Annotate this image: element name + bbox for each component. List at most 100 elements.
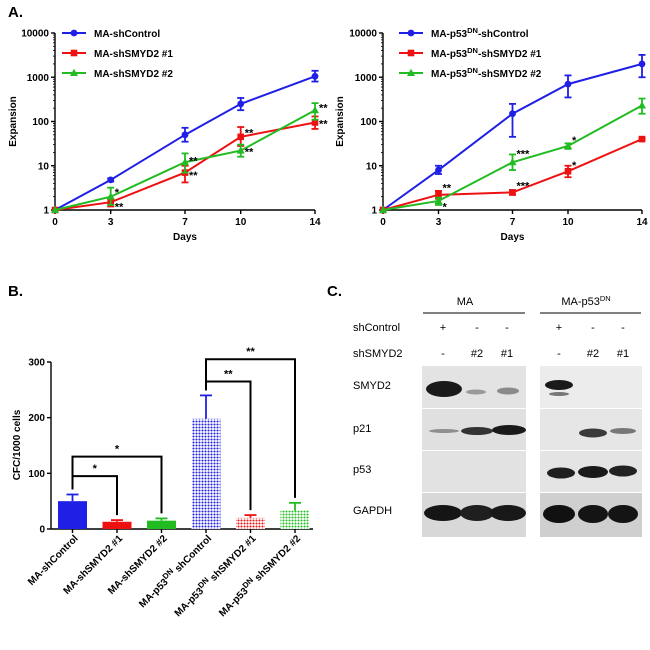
significance-bracket xyxy=(205,358,296,498)
chart-a-right: 1 10 100 1000 10000 0 3 7 10 14 Days Expansion MA-p5… xyxy=(335,26,648,243)
y-tick-label: 1000 xyxy=(355,73,378,84)
blot-protein-p53: p53 xyxy=(353,464,371,476)
x-tick-label: 7 xyxy=(510,217,516,228)
blot-band xyxy=(426,381,462,397)
blot-band xyxy=(547,467,575,479)
blot-mark: - xyxy=(591,322,595,334)
blot-protein-smyd2: SMYD2 xyxy=(353,380,391,392)
significance-label: ** xyxy=(319,102,328,114)
data-point xyxy=(236,146,245,154)
legend-label: MA-shSMYD2 #2 xyxy=(94,69,173,80)
data-point xyxy=(508,158,517,166)
bar xyxy=(280,510,310,529)
blot-row-shsmyd2: shSMYD2 xyxy=(353,348,403,360)
significance-label: ** xyxy=(246,346,255,358)
bar xyxy=(236,517,265,529)
bar xyxy=(58,501,87,529)
blot-mark: + xyxy=(440,322,446,334)
data-point xyxy=(638,135,646,143)
legend-swatch-marker xyxy=(407,29,415,37)
significance-label: ** xyxy=(443,182,452,194)
blot-band xyxy=(492,425,526,435)
significance-label: * xyxy=(572,135,577,147)
legend-label: MA-p53DN-shSMYD2 #2 xyxy=(431,66,542,80)
x-tick-label: 10 xyxy=(562,217,574,228)
blot-row-shcontrol: shControl xyxy=(353,322,400,334)
y-tick-label: 10 xyxy=(38,161,50,172)
data-point xyxy=(435,191,442,199)
significance-label: *** xyxy=(517,148,531,160)
data-point xyxy=(181,158,189,166)
legend-label: MA-p53DN-shSMYD2 #1 xyxy=(431,46,542,60)
y-axis-title: CFC/1000 cells xyxy=(12,409,23,480)
blot-band xyxy=(609,465,637,477)
blot-band xyxy=(497,387,519,395)
data-point xyxy=(564,141,572,149)
data-point xyxy=(434,196,443,204)
significance-label: ** xyxy=(189,170,198,182)
blot-group-ma: MA xyxy=(457,296,474,308)
blot-mark: #2 xyxy=(587,348,599,360)
data-point xyxy=(311,72,319,80)
blot-group-p53dn-sup: DN xyxy=(600,294,611,303)
data-point xyxy=(564,80,572,88)
blot-band xyxy=(461,427,493,435)
blot-mark: - xyxy=(621,322,625,334)
data-point xyxy=(638,101,646,109)
y-tick-label: 1000 xyxy=(27,73,50,84)
x-tick-label: 7 xyxy=(182,217,188,228)
significance-label: ** xyxy=(245,147,254,159)
legend-label: MA-p53DN-shControl xyxy=(431,26,529,40)
x-tick-label: 10 xyxy=(235,217,247,228)
blot-band xyxy=(578,505,608,523)
bar xyxy=(147,520,176,529)
y-tick-label: 100 xyxy=(360,117,377,128)
blot-mark: #1 xyxy=(501,348,513,360)
blot-protein-gapdh: GAPDH xyxy=(353,505,392,517)
blot-band xyxy=(545,380,573,390)
data-point xyxy=(107,176,115,184)
blot-band xyxy=(610,428,636,434)
blot-mark: - xyxy=(475,322,479,334)
y-tick-label: 1 xyxy=(371,206,377,217)
y-tick-label: 10000 xyxy=(21,29,49,40)
legend-swatch-marker xyxy=(70,49,78,57)
x-tick-label: 0 xyxy=(52,217,58,228)
blot-band xyxy=(429,429,459,433)
western-blot: MA MA-p53DN shControl shSMYD2 + - - + - … xyxy=(353,294,642,537)
blot-group-p53dn-label: MA-p53 xyxy=(561,296,600,308)
blot-strip xyxy=(422,451,526,492)
significance-label: ** xyxy=(189,155,198,167)
blot-band xyxy=(608,505,638,523)
data-point xyxy=(509,110,516,118)
significance-label: * xyxy=(572,160,577,172)
blot-mark: #2 xyxy=(471,348,483,360)
legend-swatch-marker xyxy=(70,68,78,76)
blot-band xyxy=(424,505,462,521)
bar xyxy=(102,521,132,529)
y-tick-label: 10 xyxy=(366,161,378,172)
y-tick-label: 100 xyxy=(28,469,45,480)
blot-mark: + xyxy=(556,322,562,334)
panel-letter-a: A. xyxy=(8,4,23,21)
x-axis-title: Days xyxy=(173,232,197,243)
legend-label: MA-shSMYD2 #1 xyxy=(94,49,173,60)
data-point xyxy=(379,205,387,213)
significance-bracket xyxy=(71,455,163,514)
x-tick-label: 14 xyxy=(636,217,648,228)
data-point xyxy=(311,106,319,114)
significance-label: * xyxy=(115,187,120,199)
significance-label: * xyxy=(93,463,98,475)
significance-label: ** xyxy=(245,127,254,139)
significance-label: *** xyxy=(517,180,531,192)
panel-letter-c: C. xyxy=(327,283,342,300)
data-point xyxy=(181,131,189,139)
bar xyxy=(191,418,221,529)
panel-letter-b: B. xyxy=(8,283,23,300)
blot-strips-ma xyxy=(422,366,526,537)
blot-strips-p53dn xyxy=(540,366,642,537)
blot-band xyxy=(490,505,526,521)
blot-band xyxy=(466,389,486,395)
